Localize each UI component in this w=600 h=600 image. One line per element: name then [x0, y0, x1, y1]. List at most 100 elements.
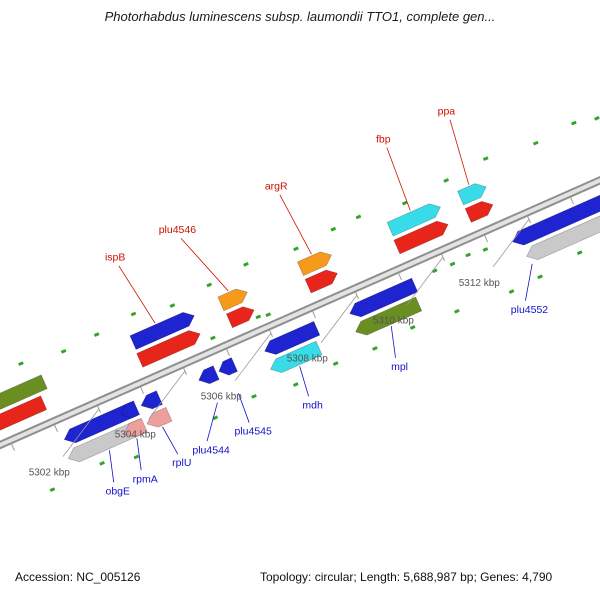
tick-label: 5306 kbp: [201, 392, 243, 403]
gene-arrow-plu4546-cog[interactable]: [217, 285, 251, 312]
tick-label: 5310 kbp: [373, 316, 415, 327]
gene-arrow-plu4545-cds[interactable]: [216, 357, 238, 379]
gene-arrow-rpmA-cog[interactable]: [121, 417, 148, 441]
tick-label: 5312 kbp: [459, 278, 501, 289]
minor-tick: [441, 254, 445, 262]
orf-dot: [212, 415, 219, 421]
gene-label-leader: [136, 438, 142, 471]
gene-arrow-mdh-cog[interactable]: [267, 340, 323, 376]
orf-dot: [332, 361, 339, 366]
orf-dot: [60, 349, 67, 354]
minor-tick: [570, 197, 575, 205]
gene-label-fbp[interactable]: fbp: [376, 133, 391, 145]
gene-label-rplU[interactable]: rplU: [172, 457, 191, 469]
gene-arrow-plu4552-cog[interactable]: [524, 195, 600, 263]
gene-arrow-plu4544-cds[interactable]: [196, 365, 220, 387]
tick-label: 5302 kbp: [29, 467, 71, 478]
orf-dot: [571, 120, 577, 126]
gene-label-leader: [390, 325, 396, 359]
tick-leader: [62, 408, 100, 457]
gene-label-leader: [118, 265, 156, 324]
gene-arrow-rpmA-cds[interactable]: [118, 400, 140, 422]
gene-arrow-fbp-cds[interactable]: [393, 218, 451, 255]
minor-tick: [527, 216, 531, 224]
gene-label-rpmA[interactable]: rpmA: [133, 473, 158, 485]
minor-tick: [226, 349, 230, 356]
orf-dot: [533, 140, 539, 146]
tick-leader: [148, 370, 186, 419]
gene-label-leader: [299, 366, 309, 397]
gene-arrow-rplU-cog[interactable]: [144, 406, 173, 430]
tick-leader: [492, 219, 530, 268]
minor-tick: [54, 425, 58, 432]
accession-text: Accession: NC_005126: [15, 570, 141, 584]
gene-arrow-ppa-cds[interactable]: [464, 198, 496, 223]
minor-tick: [312, 311, 316, 319]
gene-label-argR[interactable]: argR: [265, 181, 288, 193]
tick-leader: [406, 257, 444, 306]
gene-label-leader: [386, 147, 411, 211]
orf-dot: [210, 335, 216, 341]
gene-arrow-rplU-cds[interactable]: [138, 390, 163, 413]
minor-tick: [11, 444, 15, 451]
orf-dot: [508, 289, 515, 294]
gene-arrow-mdh-cds[interactable]: [262, 320, 321, 358]
orf-dot: [372, 346, 378, 351]
gene-arrow-argR-cds[interactable]: [304, 266, 340, 294]
gene-label-ppa[interactable]: ppa: [438, 106, 456, 118]
topology-text: Topology: circular; Length: 5,688,987 bp…: [260, 570, 553, 584]
gene-arrow-unnamed-cog[interactable]: [0, 374, 48, 421]
minor-tick: [269, 330, 273, 338]
orf-dot: [576, 250, 583, 255]
orf-dot: [454, 309, 460, 314]
gene-label-mpl[interactable]: mpl: [391, 361, 408, 373]
gene-label-leader: [206, 402, 218, 442]
gene-arrow-ppa-cog[interactable]: [457, 180, 490, 206]
orf-dot: [402, 200, 408, 206]
gene-label-leader: [162, 426, 179, 455]
gene-label-leader: [238, 393, 250, 423]
gene-arrow-plu4546-cds[interactable]: [225, 303, 257, 329]
orf-dot: [255, 314, 261, 320]
gene-label-leader: [449, 119, 470, 185]
gene-label-obgE[interactable]: obgE: [105, 485, 130, 497]
status-bar: Accession: NC_005126 Topology: circular;…: [0, 570, 600, 590]
gene-arrow-mpl-cog[interactable]: [353, 296, 423, 339]
gene-arrow-argR-cog[interactable]: [297, 248, 334, 277]
orf-dot: [293, 246, 299, 252]
orf-dot: [449, 261, 456, 267]
gene-arrow-plu4552-cds[interactable]: [510, 178, 600, 249]
gene-arrow-ispB-cds[interactable]: [136, 327, 203, 368]
orf-dot: [409, 325, 416, 330]
orf-dot: [293, 382, 299, 387]
minor-tick: [140, 387, 144, 394]
orf-dot: [537, 274, 543, 279]
gene-label-plu4552[interactable]: plu4552: [511, 304, 549, 316]
orf-dot: [330, 226, 336, 232]
orf-dot: [99, 461, 105, 466]
gene-label-leader: [180, 238, 229, 292]
orf-dot: [49, 487, 56, 492]
gene-arrow-mpl-cds[interactable]: [347, 277, 419, 320]
orf-dot: [483, 156, 489, 161]
tick-label: 5308 kbp: [287, 354, 329, 365]
orf-dot: [169, 303, 176, 308]
gene-label-plu4545[interactable]: plu4545: [234, 426, 272, 438]
orf-dot: [465, 252, 471, 258]
gene-arrow-ispB-cog[interactable]: [129, 309, 197, 350]
gene-label-leader: [279, 194, 312, 255]
genome-backbone-core: [0, 160, 600, 455]
orf-dot: [93, 332, 100, 337]
gene-arrow-unnamed-cds[interactable]: [0, 395, 48, 438]
gene-label-plu4546[interactable]: plu4546: [159, 224, 197, 236]
gene-arrow-fbp-cog[interactable]: [386, 200, 443, 237]
gene-label-plu4544[interactable]: plu4544: [192, 444, 230, 456]
gene-label-mdh[interactable]: mdh: [302, 399, 323, 411]
tick-leader: [234, 332, 272, 381]
minor-tick: [355, 292, 359, 300]
gene-label-ispB[interactable]: ispB: [105, 252, 125, 264]
orf-dot: [133, 454, 140, 460]
minor-tick: [398, 273, 402, 281]
